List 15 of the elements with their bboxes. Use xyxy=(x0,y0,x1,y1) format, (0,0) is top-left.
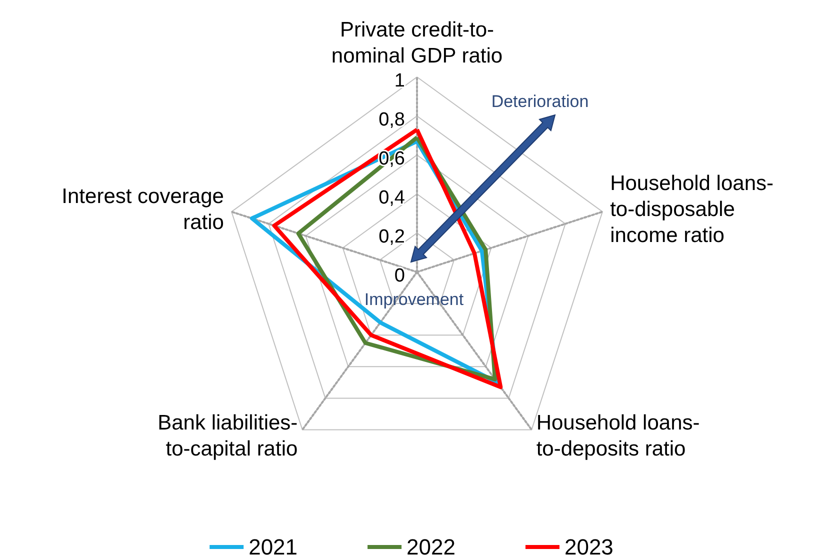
spoke-label: Bank liabilities-to-capital ratio xyxy=(158,412,298,461)
legend-label: 2023 xyxy=(564,534,614,559)
y-tick-label: 0,4 xyxy=(378,188,406,208)
spoke-label: Interest coverage ratio xyxy=(62,184,224,234)
y-tick-label: 0,8 xyxy=(378,110,405,130)
y-tick-label: 0,2 xyxy=(378,226,405,248)
spoke-label: Household loans-to-deposits ratio xyxy=(536,412,700,461)
y-tick-label: 1 xyxy=(394,70,405,92)
legend-label: 2022 xyxy=(406,534,456,559)
spoke-label: Household loans-to-disposable income ratio xyxy=(610,172,774,247)
spoke-label: Private credit-to-nominal GDP ratio xyxy=(331,18,503,68)
text: Deterioration xyxy=(491,92,589,111)
y-tick-label: 0 xyxy=(394,266,405,286)
text: Improvement xyxy=(364,290,464,309)
legend-label: 2021 xyxy=(248,534,298,559)
